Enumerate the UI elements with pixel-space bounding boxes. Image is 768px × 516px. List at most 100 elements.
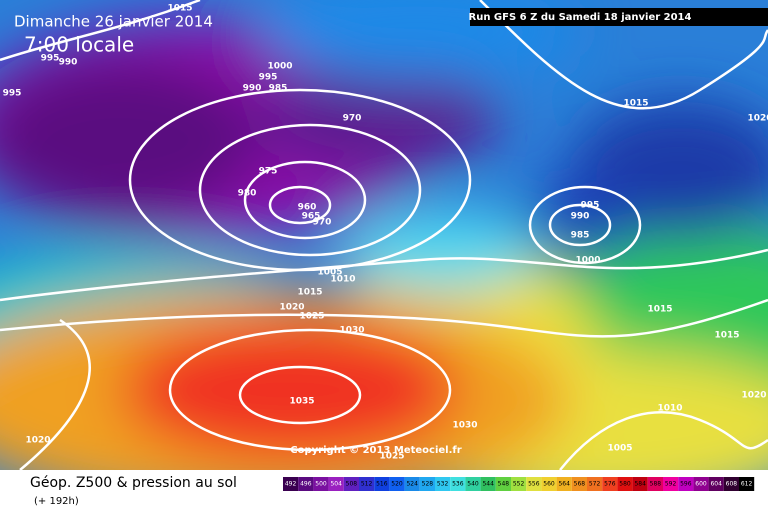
isobar-label: 1000 xyxy=(575,256,600,266)
run-box xyxy=(470,8,768,26)
isobar-label: 995 xyxy=(3,89,22,99)
scale-swatch xyxy=(708,477,724,491)
isobar-label: 1005 xyxy=(607,444,632,454)
scale-swatch xyxy=(465,477,481,491)
isobar-label: 1035 xyxy=(289,397,314,407)
scale-label: 524 xyxy=(406,481,418,488)
scale-swatch xyxy=(678,477,694,491)
scale-label: 564 xyxy=(558,481,570,488)
isobar-label: 1020 xyxy=(279,303,304,313)
scale-label: 536 xyxy=(452,481,464,488)
scale-label: 500 xyxy=(315,481,327,488)
isobar-label: 985 xyxy=(571,231,590,241)
scale-label: 552 xyxy=(513,481,525,488)
isobar-label: 1025 xyxy=(379,452,404,462)
scale-swatch xyxy=(359,477,375,491)
scale-swatch xyxy=(450,477,466,491)
scale-swatch xyxy=(313,477,329,491)
isobar-label: 980 xyxy=(238,189,257,199)
scale-swatch xyxy=(647,477,663,491)
scale-swatch xyxy=(632,477,648,491)
scale-label: 516 xyxy=(376,481,388,488)
isobar-label: 1005 xyxy=(317,268,342,278)
scale-swatch xyxy=(404,477,420,491)
isobar-label: 1030 xyxy=(452,421,477,431)
scale-label: 604 xyxy=(710,481,722,488)
scale-label: 568 xyxy=(574,481,586,488)
scale-label: 572 xyxy=(589,481,601,488)
scale-label: 520 xyxy=(391,481,403,488)
scale-swatch xyxy=(693,477,709,491)
scale-label: 600 xyxy=(695,481,707,488)
scale-label: 588 xyxy=(650,481,662,488)
scale-swatch xyxy=(571,477,587,491)
scale-label: 596 xyxy=(680,481,692,488)
run-label: Run GFS 6 Z du Samedi 18 janvier 2014 xyxy=(469,12,692,23)
scale-label: 592 xyxy=(665,481,677,488)
isobar-label: 1025 xyxy=(299,312,324,322)
scale-label: 580 xyxy=(619,481,631,488)
scale-swatch xyxy=(511,477,527,491)
isobar-label: 995 xyxy=(581,201,600,211)
scale-label: 560 xyxy=(543,481,555,488)
scale-swatch xyxy=(495,477,511,491)
isobars xyxy=(0,0,768,470)
footer-title: Géop. Z500 & pression au sol xyxy=(30,475,237,491)
scale-swatch xyxy=(556,477,572,491)
isobar-label: 1010 xyxy=(657,404,682,414)
scale-swatch xyxy=(723,477,739,491)
isobar-label: 1000 xyxy=(267,62,292,72)
scale-swatch xyxy=(602,477,618,491)
scale-label: 492 xyxy=(285,481,297,488)
scale-swatch xyxy=(435,477,451,491)
scale-swatch xyxy=(541,477,557,491)
scale-label: 504 xyxy=(330,481,342,488)
isobar-label: 990 xyxy=(571,212,590,222)
scale-label: 612 xyxy=(741,481,753,488)
isobar-label: 995 xyxy=(259,73,278,83)
isobar-label: 970 xyxy=(313,218,332,228)
isobar-label: 995 xyxy=(41,54,60,64)
color-scale: 492 496 500 504 508 512 516 520 524 528 532 536 540 5… xyxy=(283,477,755,491)
scale-swatch xyxy=(480,477,496,491)
scale-label: 608 xyxy=(726,481,738,488)
scale-label: 584 xyxy=(634,481,646,488)
scale-swatch xyxy=(587,477,603,491)
isobar-label: 1020 xyxy=(747,114,768,124)
isobar-label: 1010 xyxy=(330,275,355,285)
scale-label: 548 xyxy=(498,481,510,488)
isobar-label: 990 xyxy=(59,58,78,68)
isobar-label: 1015 xyxy=(647,305,672,315)
local-time: 7:00 locale xyxy=(24,33,134,57)
isobar-label: 965 xyxy=(302,212,321,222)
scale-swatch xyxy=(298,477,314,491)
forecast-date: Dimanche 26 janvier 2014 xyxy=(14,13,213,31)
lead-time: (+ 192h) xyxy=(34,496,79,507)
isobar-label: 985 xyxy=(269,84,288,94)
scale-swatch xyxy=(389,477,405,491)
scale-swatch xyxy=(617,477,633,491)
isobar-label: 1020 xyxy=(741,391,766,401)
scale-label: 532 xyxy=(437,481,449,488)
scale-label: 556 xyxy=(528,481,540,488)
scale-label: 544 xyxy=(482,481,494,488)
isobar-label: 990 xyxy=(243,84,262,94)
scale-swatch xyxy=(739,477,755,491)
scale-label: 496 xyxy=(300,481,312,488)
copyright: Copyright © 2013 Meteociel.fr xyxy=(290,445,461,456)
isobar-label: 1015 xyxy=(623,99,648,109)
scale-swatch xyxy=(374,477,390,491)
scale-swatch xyxy=(419,477,435,491)
isobar-label: 960 xyxy=(298,203,317,213)
scale-label: 540 xyxy=(467,481,479,488)
scale-label: 576 xyxy=(604,481,616,488)
scale-swatch xyxy=(663,477,679,491)
isobar-label: 1030 xyxy=(339,326,364,336)
scale-swatch xyxy=(526,477,542,491)
isobar-label: 1015 xyxy=(297,288,322,298)
isobar-label: 975 xyxy=(259,167,278,177)
scale-swatch xyxy=(343,477,359,491)
